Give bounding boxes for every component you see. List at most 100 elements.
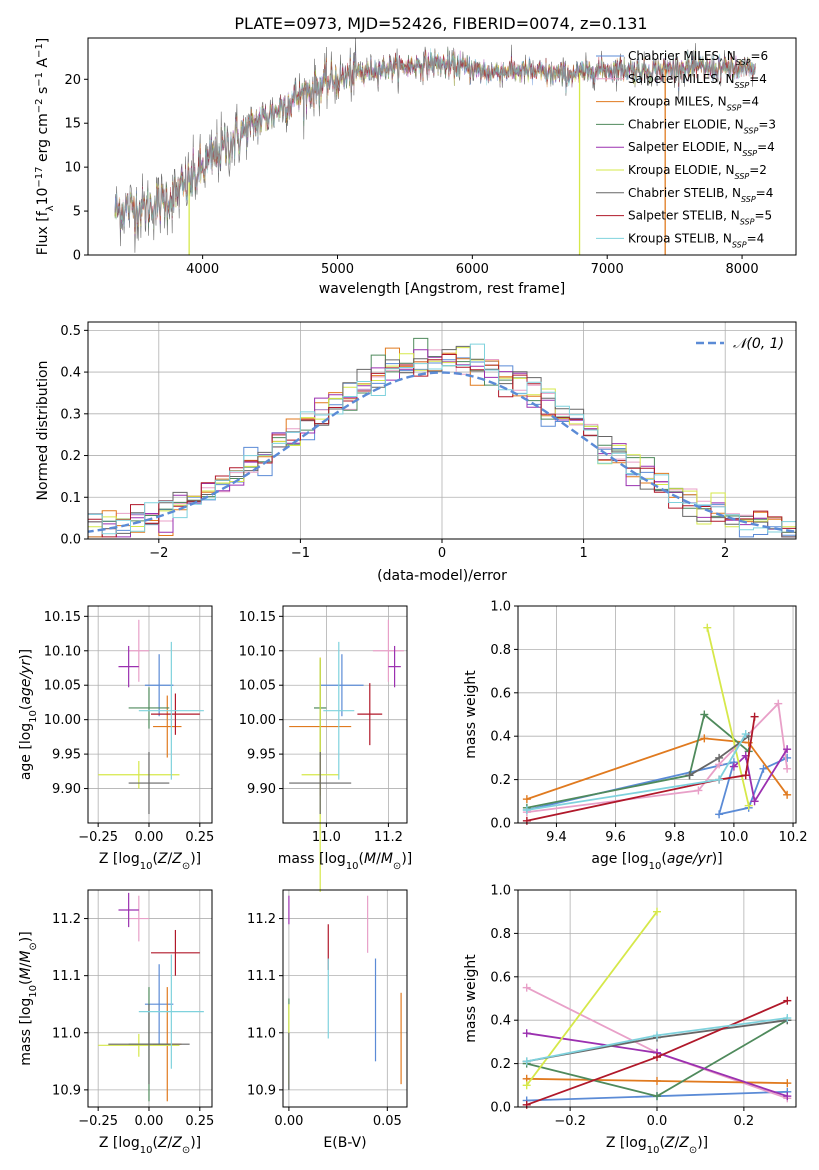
z-age-xlabel-part: Z: [171, 851, 182, 867]
z-weight-ytick-label: 0.2: [490, 1057, 511, 1072]
spectrum-ylabel-part: s: [35, 87, 51, 99]
z-age-xlabel-part: ⊙: [182, 861, 190, 872]
mass-age-xlabel-part: (: [359, 851, 364, 867]
z-age-ylabel-part: (: [18, 705, 34, 710]
z-age-xlabel-part: log: [118, 851, 139, 867]
histogram-panel: −2 −1 0 1 2 0.0 0.1 0.2 0.3 0.4 0.5 𝒩(0, 1) (data-mo…: [35, 321, 797, 584]
model-spectrum-line: [114, 48, 756, 229]
z-weight-xlabel-part: 10: [647, 1145, 660, 1156]
z-age-ylabel-part: 10: [28, 710, 39, 723]
spectrum-lines: [114, 38, 756, 255]
legend-label: Salpeter ELODIE, NSSP=4: [628, 140, 775, 158]
z-age-xlabel-part: 10: [140, 861, 153, 872]
z-age-ylabel-part: age [: [18, 744, 34, 780]
z-mass-ylabel-part: M: [18, 951, 34, 963]
z-mass-ytick-label: 11.1: [52, 969, 81, 984]
normal-pdf-curve: [88, 371, 796, 533]
z-mass-xtick-label: 0.00: [135, 1114, 164, 1129]
histogram-ytick-label: 0.4: [60, 366, 81, 381]
spectrum-legend-entry: Salpeter STELIB, NSSP=5: [596, 209, 772, 226]
age-weight-xtick-label: 9.8: [664, 830, 685, 845]
z-weight-xlabel-part: /: [675, 1135, 680, 1151]
mass-age-ytick-label: 10.15: [239, 610, 276, 625]
z-mass-point: [118, 892, 139, 928]
spectrum-legend-entry: Kroupa ELODIE, NSSP=2: [596, 163, 767, 181]
z-age-point: [128, 752, 170, 815]
z-age-point: [128, 619, 149, 682]
spectrum-legend-entry: Chabrier ELODIE, NSSP=3: [596, 117, 776, 135]
z-weight-ytick-label: 0.6: [490, 970, 511, 985]
z-mass-ytick-label: 11.0: [52, 1026, 81, 1041]
z-age-frame: [87, 605, 213, 824]
mass-age-frame: [282, 605, 408, 824]
age-weight-frame: [517, 605, 797, 824]
ebv-mass-ytick-label: 11.0: [247, 1026, 276, 1041]
z-mass-ylabel-part: log: [18, 998, 34, 1019]
z-mass-ylabel-part: /: [18, 962, 34, 967]
residual-histogram-step: [88, 343, 796, 535]
z-weight-ytick-label: 0.4: [490, 1014, 511, 1029]
z-mass-xlabel-part: )]: [190, 1135, 201, 1151]
spectrum-legend-entry: Salpeter MILES, NSSP=4: [596, 72, 767, 89]
z-weight-xlabel-part: log: [625, 1135, 646, 1151]
mass-age-point: [320, 654, 364, 717]
spectrum-frame: [87, 37, 797, 256]
z-weight-ytick-label: 0.8: [490, 927, 511, 942]
spectrum-title: PLATE=0973, MJD=52426, FIBERID=0074, z=0…: [234, 14, 647, 33]
z-age-xlabel-part: )]: [190, 851, 201, 867]
z-age-xtick-label: −0.25: [78, 830, 118, 845]
legend-label: Kroupa STELIB, NSSP=4: [628, 231, 764, 249]
z-mass-point: [144, 964, 174, 1045]
z-weight-xlabel-part: Z [: [606, 1135, 626, 1151]
z-mass-xlabel-part: ⊙: [182, 1145, 190, 1156]
z-mass-ylabel-part: 10: [28, 985, 39, 998]
z-age-xtick-label: 0.00: [135, 830, 164, 845]
z-mass-ylabel: mass [log10(M/M⊙)]: [18, 931, 39, 1066]
z-weight-series: [522, 996, 792, 1109]
age-weight-series: [522, 730, 750, 814]
mass-age-xtick-label: 11.2: [374, 830, 403, 845]
legend-label: Kroupa MILES, NSSP=4: [628, 95, 759, 113]
z-weight-ylabel: mass weight: [463, 954, 479, 1043]
spectrum-ylabel-part: −1: [34, 43, 45, 58]
mass-age-xlabel-part: M: [364, 851, 376, 867]
spectrum-ytick-label: 15: [64, 117, 81, 132]
spectrum-ytick-label: 0: [73, 249, 81, 264]
spectrum-xtick-label: 8000: [726, 262, 759, 277]
z-age-xlabel-part: (: [152, 851, 157, 867]
histogram-xtick-label: 1: [579, 546, 587, 561]
legend-label: Kroupa ELODIE, NSSP=2: [628, 163, 767, 181]
spectrum-ytick-label: 20: [64, 73, 81, 88]
histogram-xlabel: (data-model)/error: [377, 568, 507, 584]
z-weight-series: [522, 1014, 792, 1066]
z-age-point: [138, 641, 204, 780]
histogram-ytick-label: 0.3: [60, 407, 81, 422]
z-age-ylabel-part: log: [18, 723, 34, 744]
age-weight-xtick-label: 9.6: [605, 830, 626, 845]
spectrum-xtick-label: 4000: [186, 262, 219, 277]
z-age-ytick-label: 10.05: [44, 679, 81, 694]
weight-line: [526, 737, 788, 800]
z-age-ylabel-part: age/yr: [18, 659, 34, 705]
age-weight-xtick-label: 9.4: [546, 830, 567, 845]
mass-age-ytick-label: 9.90: [247, 782, 276, 797]
z-weight-frame: [517, 889, 797, 1108]
z-age-point: [128, 687, 170, 729]
histogram-xtick-label: 2: [721, 546, 729, 561]
spectrum-xtick-label: 6000: [456, 262, 489, 277]
z-age-ylabel: age [log10(age/yr)]: [18, 649, 39, 780]
z-mass-xlabel-part: Z: [171, 1135, 182, 1151]
spectrum-legend-entry: Kroupa MILES, NSSP=4: [596, 95, 759, 113]
mass-age-ytick-label: 10.10: [239, 644, 276, 659]
z-weight-xlabel-part: Z: [664, 1135, 675, 1151]
spectrum-legend-entry: Chabrier MILES, NSSP=6: [596, 49, 768, 67]
z-age-point: [151, 693, 200, 735]
z-age-ytick-label: 9.95: [52, 748, 81, 763]
z-weight-series: [522, 907, 661, 1090]
age-weight-xlabel-part: 10: [649, 861, 662, 872]
spectrum-xlabel: wavelength [Angstrom, rest frame]: [319, 281, 565, 297]
mass-age-point: [289, 752, 352, 815]
legend-label: Chabrier ELODIE, NSSP=3: [628, 117, 776, 135]
spectrum-ylabel-part: 10: [35, 188, 51, 206]
age-weight-xlabel-part: (: [661, 851, 666, 867]
